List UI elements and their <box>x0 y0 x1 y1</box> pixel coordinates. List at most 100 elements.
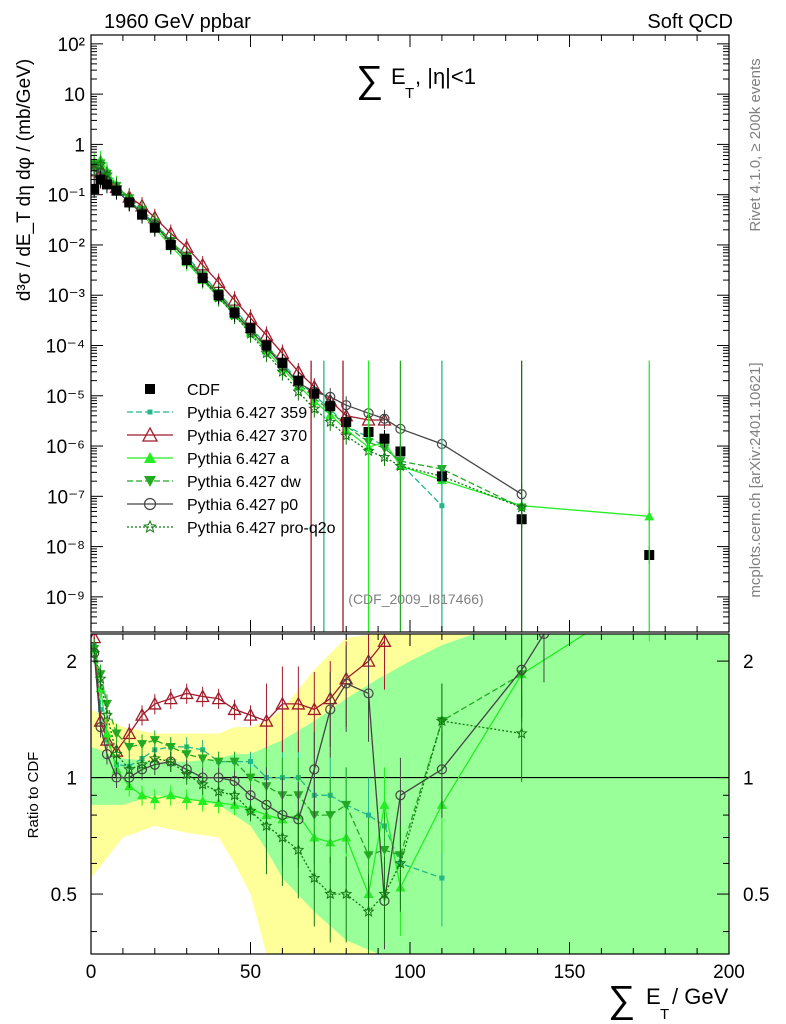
data-point <box>538 634 550 640</box>
mcplots-text: mcplots.cern.ch [arXiv:2401.10621] <box>747 362 764 597</box>
data-point <box>149 794 160 804</box>
data-point <box>275 696 290 710</box>
y-tick-label: 10⁻⁷ <box>47 487 85 508</box>
data-point <box>181 255 192 266</box>
data-point <box>276 831 289 843</box>
data-point <box>516 664 527 675</box>
data-point <box>197 795 208 805</box>
data-point <box>101 748 113 760</box>
xlabel-main: E <box>646 984 661 1009</box>
legend-marker <box>141 426 159 442</box>
y-tick-label: 10⁻⁹ <box>46 588 85 609</box>
data-point <box>379 845 390 855</box>
data-point <box>123 763 136 775</box>
data-point <box>341 417 352 428</box>
data-point <box>95 174 106 185</box>
series-line <box>94 162 522 509</box>
data-point <box>111 185 122 196</box>
legend-marker <box>147 409 153 415</box>
legend-label: Pythia 6.427 359 <box>187 405 307 422</box>
data-point <box>179 686 194 700</box>
x-tick-label: 50 <box>240 962 261 983</box>
data-point <box>277 357 288 368</box>
data-point <box>213 797 224 807</box>
ratio-y-tick-label-right: 2 <box>743 652 754 673</box>
data-point <box>149 222 160 233</box>
data-point <box>136 758 149 770</box>
data-point <box>245 323 256 334</box>
data-point <box>293 375 304 386</box>
y-tick-label: 10² <box>58 35 85 56</box>
data-point <box>309 388 320 399</box>
y-tick-label: 1 <box>74 135 85 156</box>
data-point <box>212 785 225 797</box>
data-point <box>325 401 336 412</box>
data-point <box>248 759 253 765</box>
data-point <box>124 742 135 752</box>
data-point <box>111 772 122 783</box>
data-point <box>137 740 148 750</box>
data-point <box>213 290 224 301</box>
data-point <box>165 790 176 800</box>
series-line <box>93 158 650 517</box>
data-point <box>292 843 305 856</box>
legend-item: Pythia 6.427 a <box>127 451 289 468</box>
legend: CDF Pythia 6.427 359 Pythia 6.427 370 Pythi… <box>127 382 336 537</box>
data-point <box>435 714 448 727</box>
series-cdf <box>91 170 655 564</box>
ratio-y-tick-label: 0.5 <box>51 885 77 906</box>
data-point <box>324 415 337 428</box>
data-point <box>363 851 374 861</box>
data-point <box>307 702 322 716</box>
data-point <box>363 688 374 699</box>
y-tick-label: 10⁻⁵ <box>46 387 85 408</box>
x-axis-label: ∑ E T / GeV <box>608 979 729 1023</box>
data-point <box>394 857 407 869</box>
data-point <box>377 634 392 647</box>
ratio-y-tick-label-right: 0.5 <box>743 885 769 906</box>
data-point <box>94 158 107 170</box>
data-point <box>101 179 112 190</box>
data-point <box>213 757 224 767</box>
data-point <box>259 713 274 727</box>
data-point <box>245 790 256 801</box>
xlabel-sum-symbol: ∑ <box>608 979 635 1021</box>
data-point <box>227 702 242 716</box>
data-point <box>181 794 192 804</box>
legend-label: Pythia 6.427 a <box>187 451 289 468</box>
data-point <box>379 433 390 444</box>
data-point <box>164 755 177 767</box>
legend-label: Pythia 6.427 dw <box>187 474 301 491</box>
main-panel-frame <box>90 34 730 633</box>
ratio-y-tick-label-right: 1 <box>743 769 754 790</box>
legend-item: Pythia 6.427 p0 <box>127 497 298 514</box>
y-tick-label: 10⁻⁴ <box>46 336 85 357</box>
ratio-series-pythia-6.427-pro-q2o <box>91 643 528 954</box>
y-tick-label: 10⁻⁶ <box>46 437 85 458</box>
ratio-y-tick-label: 1 <box>66 769 77 790</box>
header-right: Soft QCD <box>647 11 733 33</box>
analysis-id-label: (CDF_2009_I817466) <box>348 591 483 607</box>
data-point <box>94 672 107 684</box>
y-tick-label: 10⁻⁸ <box>46 538 85 559</box>
x-tick-label: 100 <box>394 962 426 983</box>
data-point <box>260 819 273 832</box>
main-panel: 10⁻⁹ 10⁻⁸ 10⁻⁷ 10⁻⁶ 10⁻⁵ 10⁻⁴ 10⁻³ 10⁻² 10⁻¹ 1 10 1… <box>46 34 730 633</box>
data-point <box>378 887 391 900</box>
legend-marker <box>143 519 157 533</box>
title-sum-symbol: ∑ <box>356 59 383 101</box>
legend-item: Pythia 6.427 370 <box>127 426 307 445</box>
data-point <box>101 728 112 738</box>
data-point <box>91 183 100 194</box>
legend-item: Pythia 6.427 pro-q2o <box>127 519 336 537</box>
data-point <box>309 764 320 775</box>
data-point <box>137 790 148 800</box>
data-point <box>308 871 321 884</box>
data-point <box>111 729 122 739</box>
uncertainty-band-inner <box>91 634 729 954</box>
data-point <box>148 752 161 764</box>
data-point <box>147 696 162 710</box>
data-point <box>98 706 104 712</box>
data-point <box>197 273 208 284</box>
legend-label: CDF <box>187 382 220 399</box>
